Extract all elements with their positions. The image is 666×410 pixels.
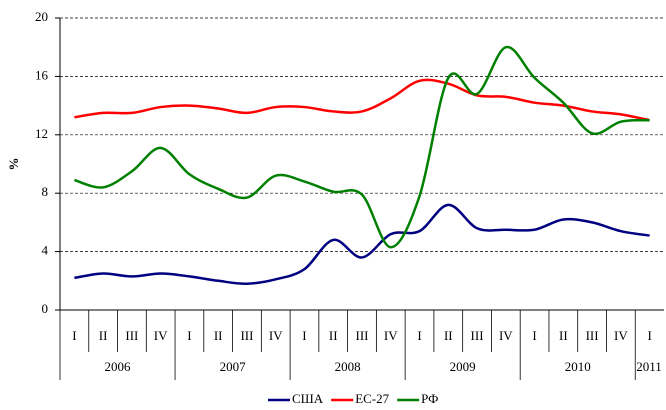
x-tick-label: III: [240, 328, 253, 343]
year-label: 2006: [105, 359, 132, 374]
line: [74, 203, 650, 285]
line: [74, 45, 650, 249]
x-tick-label: III: [586, 328, 599, 343]
year-label: 2007: [220, 359, 247, 374]
x-tick-label: III: [471, 328, 484, 343]
y-tick-label: 16: [35, 67, 49, 82]
x-tick-label: II: [329, 328, 338, 343]
line: [74, 78, 650, 122]
x-tick-label: IV: [614, 328, 628, 343]
y-tick-label: 4: [42, 243, 49, 258]
x-tick-label: IV: [499, 328, 513, 343]
x-tick-label: III: [356, 328, 369, 343]
x-tick-label: I: [647, 328, 651, 343]
y-tick-label: 12: [35, 126, 48, 141]
year-label: 2009: [450, 359, 476, 374]
y-tick-label: 20: [35, 9, 48, 24]
x-tick-label: II: [99, 328, 108, 343]
year-label: 2011: [636, 359, 662, 374]
year-label: 2008: [335, 359, 361, 374]
x-tick-label: II: [444, 328, 453, 343]
y-tick-label: 8: [42, 184, 49, 199]
x-tick-label: IV: [384, 328, 398, 343]
legend-label: ЕС-27: [355, 391, 389, 406]
x-tick-label: IV: [154, 328, 168, 343]
x-tick-label: I: [417, 328, 421, 343]
x-tick-label: I: [302, 328, 306, 343]
y-axis-label: %: [6, 158, 21, 171]
x-tick-label: IV: [269, 328, 283, 343]
x-tick-label: II: [214, 328, 223, 343]
x-tick-label: I: [532, 328, 536, 343]
y-tick-label: 0: [42, 301, 49, 316]
legend-label: США: [292, 391, 324, 406]
x-tick-label: I: [72, 328, 76, 343]
x-tick-label: I: [187, 328, 191, 343]
year-label: 2010: [565, 359, 591, 374]
x-tick-label: III: [125, 328, 138, 343]
legend-label: РФ: [421, 391, 438, 406]
x-tick-label: II: [559, 328, 568, 343]
